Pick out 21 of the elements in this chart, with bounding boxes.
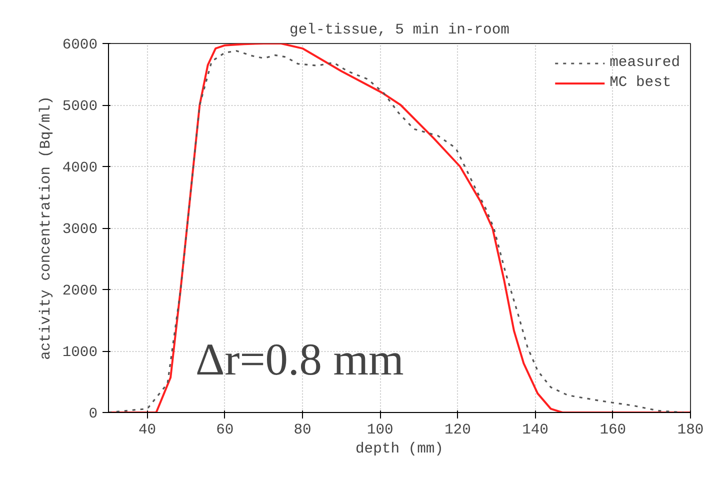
y-tick-label: 0 <box>88 406 98 422</box>
chart-title: gel-tissue, 5 min in-room <box>290 22 510 38</box>
x-tick-label: 100 <box>366 422 394 438</box>
x-tick-label: 60 <box>216 422 234 438</box>
x-tick-label: 80 <box>294 422 312 438</box>
x-tick-label: 40 <box>138 422 156 438</box>
x-tick-label: 140 <box>522 422 548 438</box>
legend-label: MC best <box>610 75 672 91</box>
x-axis-title: depth (mm) <box>356 442 444 458</box>
x-tick-label: 160 <box>600 422 626 438</box>
y-tick-label: 5000 <box>62 99 98 115</box>
y-tick-label: 3000 <box>62 222 98 238</box>
y-tick-label: 6000 <box>62 38 98 54</box>
annotation: Δr=0.8 mm <box>196 334 404 384</box>
y-tick-label: 4000 <box>62 160 98 176</box>
x-tick-label: 120 <box>444 422 471 438</box>
x-tick-label: 180 <box>677 422 704 438</box>
y-tick-label: 2000 <box>62 284 98 300</box>
legend-label: measured <box>610 55 680 71</box>
y-axis-title: activity concentration (Bq/ml) <box>38 96 54 360</box>
y-tick-label: 1000 <box>62 345 98 361</box>
